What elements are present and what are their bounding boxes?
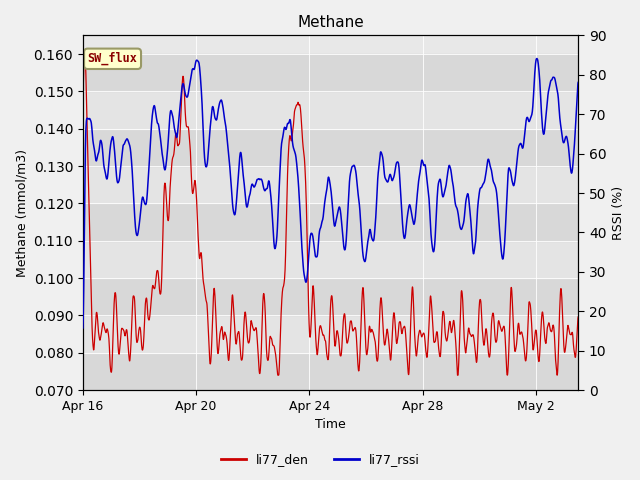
Bar	[83, 91, 579, 129]
Y-axis label: RSSI (%): RSSI (%)	[612, 186, 625, 240]
Bar	[83, 54, 579, 91]
X-axis label: Time: Time	[316, 419, 346, 432]
Text: SW_flux: SW_flux	[88, 52, 138, 65]
Title: Methane: Methane	[297, 15, 364, 30]
Bar	[83, 166, 579, 204]
Bar	[83, 241, 579, 278]
Bar	[83, 315, 579, 353]
Bar	[83, 204, 579, 241]
Legend: li77_den, li77_rssi: li77_den, li77_rssi	[216, 448, 424, 471]
Bar	[83, 278, 579, 315]
Bar	[83, 129, 579, 166]
Bar	[83, 353, 579, 390]
Y-axis label: Methane (mmol/m3): Methane (mmol/m3)	[15, 149, 28, 277]
